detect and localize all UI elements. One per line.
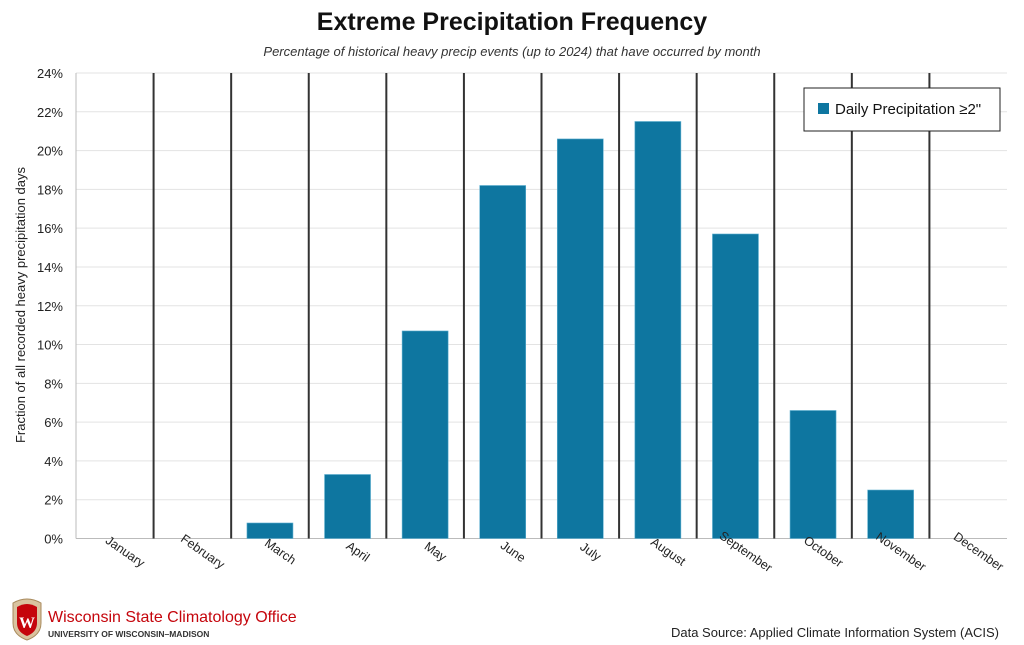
data-source: Data Source: Applied Climate Information… xyxy=(670,625,999,640)
y-tick-label: 8% xyxy=(44,376,63,391)
y-tick-label: 16% xyxy=(37,221,63,236)
bar-september xyxy=(712,233,759,539)
bar-november xyxy=(867,489,914,539)
org-name: Wisconsin State Climatology Office xyxy=(48,609,297,626)
y-tick-label: 12% xyxy=(37,299,63,314)
x-tick-label: July xyxy=(577,540,604,565)
y-tick-label: 2% xyxy=(44,493,63,508)
bar-may xyxy=(401,330,449,539)
bar-october xyxy=(789,410,837,539)
x-tick-label: June xyxy=(498,538,528,565)
bar-august xyxy=(634,121,682,539)
legend: Daily Precipitation ≥2" xyxy=(803,87,1001,132)
legend-swatch xyxy=(818,103,829,114)
y-tick-label: 20% xyxy=(37,144,63,159)
y-axis-label: Fraction of all recorded heavy precipita… xyxy=(13,166,28,443)
org-subtitle: UNIVERSITY OF WISCONSIN–MADISON xyxy=(48,629,210,639)
bar-june xyxy=(479,185,527,539)
bar-july xyxy=(556,138,604,539)
y-tick-label: 4% xyxy=(44,454,63,469)
bar-april xyxy=(324,474,371,539)
uw-crest-logo: W xyxy=(12,598,42,641)
x-tick-label: August xyxy=(648,535,688,569)
svg-text:W: W xyxy=(19,615,35,632)
x-tick-label: December xyxy=(951,529,1006,574)
x-tick-label: May xyxy=(422,539,450,564)
chart-subtitle: Percentage of historical heavy precip ev… xyxy=(263,44,761,59)
chart-title: Extreme Precipitation Frequency xyxy=(316,8,708,36)
y-tick-label: 10% xyxy=(37,338,63,353)
x-tick-label: March xyxy=(262,536,299,567)
bar-march xyxy=(246,522,294,539)
legend-label: Daily Precipitation ≥2" xyxy=(835,101,981,118)
y-tick-label: 14% xyxy=(37,260,63,275)
y-tick-label: 22% xyxy=(37,105,63,120)
x-tick-label: February xyxy=(178,532,228,573)
y-tick-label: 0% xyxy=(44,532,63,547)
x-tick-label: April xyxy=(344,539,373,565)
y-tick-label: 6% xyxy=(44,415,63,430)
y-tick-label: 24% xyxy=(37,66,63,81)
y-tick-label: 18% xyxy=(37,182,63,197)
